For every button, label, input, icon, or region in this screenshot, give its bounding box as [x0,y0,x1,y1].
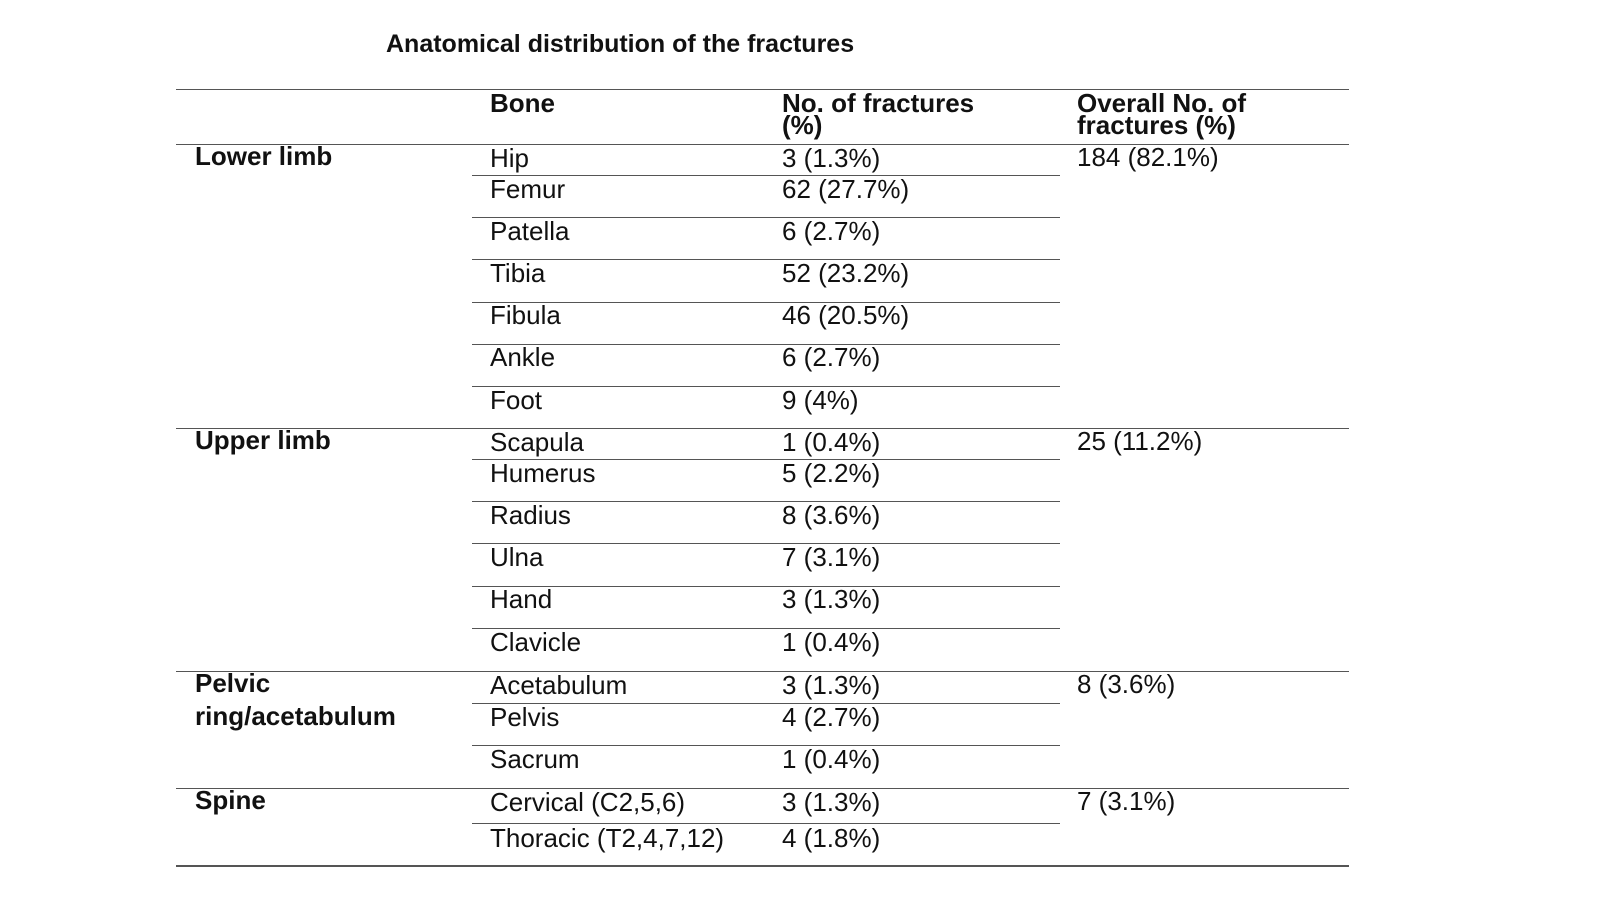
header-rule [176,144,1349,145]
row-divider [472,175,1060,176]
count-cell: 3 (1.3%) [782,670,881,700]
count-cell: 52 (23.2%) [782,258,910,288]
row-divider [472,302,1060,303]
group-rule [176,788,1349,789]
group-label-lower-limb: Lower limb [195,141,333,171]
count-cell: 7 (3.1%) [782,542,881,572]
bone-cell: Cervical (C2,5,6) [490,787,686,817]
count-cell: 1 (0.4%) [782,744,881,774]
bone-cell: Ulna [490,542,544,572]
bone-cell: Hip [490,143,530,173]
count-cell: 9 (4%) [782,385,859,415]
table-top-rule [176,89,1349,90]
row-divider [472,823,1060,824]
bone-cell: Tibia [490,258,546,288]
row-divider [472,745,1060,746]
row-divider [472,217,1060,218]
row-divider [472,501,1060,502]
bone-cell: Thoracic (T2,4,7,12) [490,823,725,853]
count-cell: 3 (1.3%) [782,787,881,817]
row-divider [472,344,1060,345]
group-label-pelvic-ring: Pelvic ring/acetabulum [195,668,396,731]
bone-cell: Radius [490,500,571,530]
count-cell: 1 (0.4%) [782,627,881,657]
bone-cell: Fibula [490,300,561,330]
bone-cell: Ankle [490,342,556,372]
bone-cell: Hand [490,584,553,614]
group-rule [176,671,1349,672]
count-cell: 8 (3.6%) [782,500,881,530]
group-rule [176,428,1349,429]
count-cell: 6 (2.7%) [782,342,881,372]
count-cell: 1 (0.4%) [782,427,881,457]
table-bottom-rule [176,865,1349,867]
row-divider [472,386,1060,387]
group-label-spine: Spine [195,785,266,815]
bone-cell: Humerus [490,458,596,488]
header-overall: Overall No. of fractures (%) [1077,88,1247,140]
count-cell: 6 (2.7%) [782,216,881,246]
header-bone: Bone [490,88,555,118]
overall-spine: 7 (3.1%) [1077,786,1176,816]
count-cell: 5 (2.2%) [782,458,881,488]
bone-cell: Sacrum [490,744,580,774]
overall-lower-limb: 184 (82.1%) [1077,142,1219,172]
bone-cell: Clavicle [490,627,582,657]
bone-cell: Foot [490,385,543,415]
header-no-of-fractures: No. of fractures (%) [782,88,975,140]
row-divider [472,628,1060,629]
count-cell: 4 (1.8%) [782,823,881,853]
count-cell: 4 (2.7%) [782,702,881,732]
group-label-upper-limb: Upper limb [195,425,331,455]
bone-cell: Femur [490,174,566,204]
row-divider [472,259,1060,260]
overall-pelvic-ring: 8 (3.6%) [1077,669,1176,699]
row-divider [472,586,1060,587]
count-cell: 46 (20.5%) [782,300,910,330]
count-cell: 3 (1.3%) [782,143,881,173]
bone-cell: Acetabulum [490,670,628,700]
row-divider [472,459,1060,460]
count-cell: 62 (27.7%) [782,174,910,204]
count-cell: 3 (1.3%) [782,584,881,614]
bone-cell: Scapula [490,427,584,457]
row-divider [472,543,1060,544]
bone-cell: Patella [490,216,570,246]
table-title: Anatomical distribution of the fractures [386,30,855,58]
overall-upper-limb: 25 (11.2%) [1077,426,1203,456]
row-divider [472,703,1060,704]
bone-cell: Pelvis [490,702,560,732]
